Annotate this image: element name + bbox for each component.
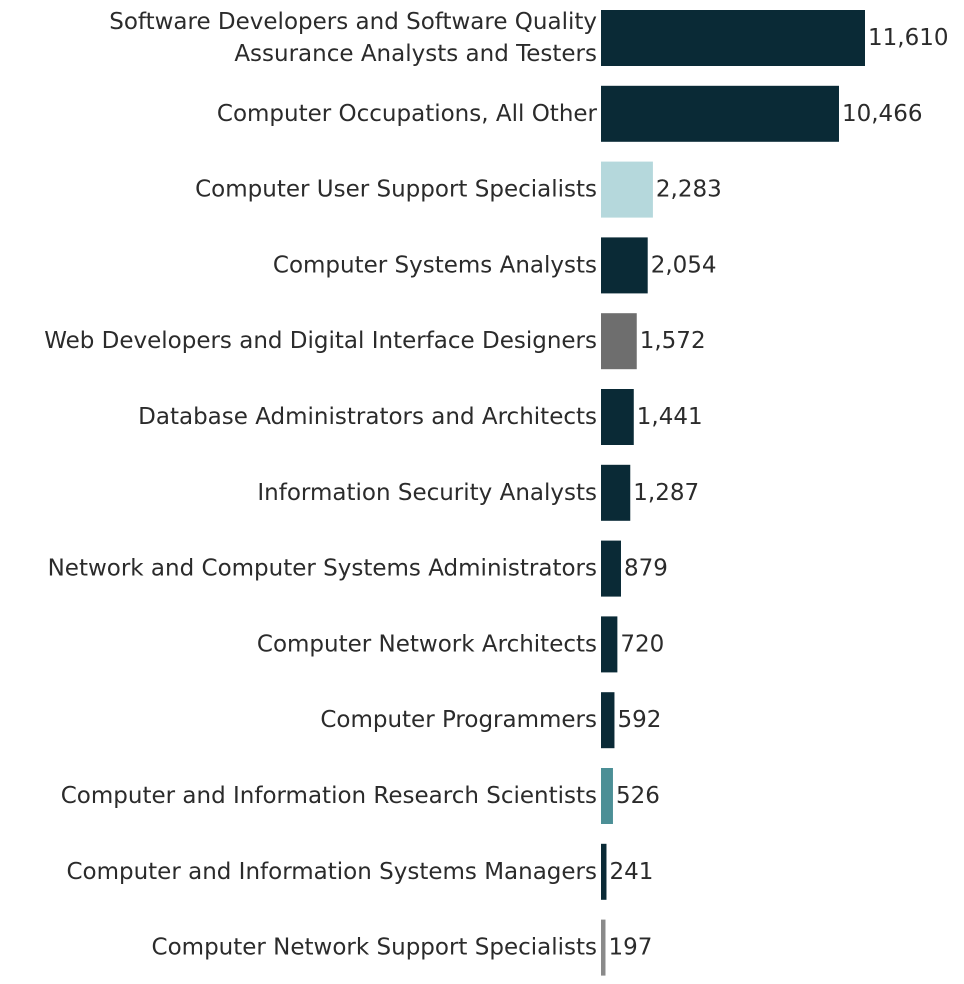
value-label-12: 197 [608, 935, 652, 961]
bar-1 [601, 85, 839, 142]
category-label-1: Computer Occupations, All Other [217, 101, 598, 127]
category-label-9: Computer Programmers [320, 707, 597, 733]
value-label-1: 10,466 [842, 101, 922, 127]
value-label-0: 11,610 [868, 25, 948, 51]
value-label-9: 592 [617, 707, 661, 733]
value-label-2: 2,283 [656, 177, 722, 203]
category-label-0-line-0: Software Developers and Software Quality [109, 9, 597, 35]
value-labels-group: 11,610 10,466 2,283 2,054 1,572 1,441 1,287 879… [608, 25, 948, 961]
category-label-2: Computer User Support Specialists [195, 177, 597, 203]
category-label-10: Computer and Information Research Scient… [61, 783, 597, 809]
bar-2 [601, 161, 653, 218]
bar-11 [601, 843, 607, 900]
category-label-11: Computer and Information Systems Manager… [66, 859, 597, 885]
bar-6 [601, 464, 631, 521]
category-label-0-line-1: Assurance Analysts and Testers [234, 41, 597, 67]
value-label-3: 2,054 [651, 252, 717, 278]
bar-7 [601, 540, 621, 597]
bar-4 [601, 313, 637, 370]
value-label-5: 1,441 [637, 404, 703, 430]
value-label-4: 1,572 [640, 328, 706, 354]
bar-10 [601, 768, 613, 824]
category-label-3: Computer Systems Analysts [273, 252, 597, 278]
category-label-4: Web Developers and Digital Interface Des… [44, 328, 597, 354]
bar-12 [601, 919, 606, 976]
bar-0 [601, 10, 865, 66]
bar-3 [601, 237, 648, 294]
category-label-6: Information Security Analysts [257, 480, 597, 506]
value-label-7: 879 [624, 556, 668, 582]
bar-9 [601, 692, 615, 749]
value-label-10: 526 [616, 783, 660, 809]
category-label-7: Network and Computer Systems Administrat… [48, 556, 597, 582]
bar-5 [601, 389, 634, 445]
category-labels-group: Software Developers and Software Quality… [44, 9, 597, 961]
category-label-12: Computer Network Support Specialists [152, 935, 597, 961]
bars-group [601, 10, 865, 976]
value-label-6: 1,287 [633, 480, 699, 506]
value-label-8: 720 [620, 631, 664, 657]
category-label-8: Computer Network Architects [257, 631, 597, 657]
category-label-5: Database Administrators and Architects [138, 404, 597, 430]
value-label-11: 241 [609, 859, 653, 885]
bar-8 [601, 616, 618, 673]
